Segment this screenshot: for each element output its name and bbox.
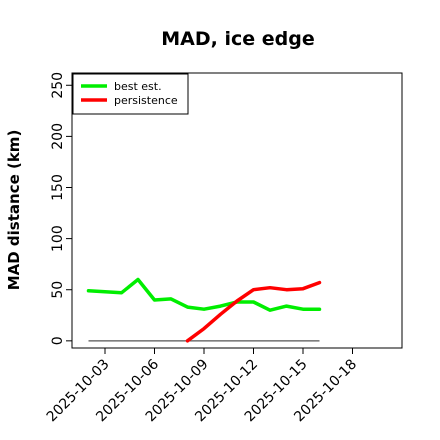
y-tick-label: 150 [50,174,66,201]
y-axis-label: MAD distance (km) [5,130,23,291]
legend-label: persistence [114,94,178,107]
y-tick-label: 100 [50,225,66,252]
plot-area: 0501001502002502025-10-032025-10-062025-… [44,72,403,425]
y-tick-label: 0 [50,336,66,345]
series-line-best-est [86,277,322,312]
y-tick-label: 50 [50,281,66,299]
chart-title: MAD, ice edge [161,28,314,50]
series-line-persistence [185,280,322,343]
plot-frame [71,72,403,349]
y-tick-label: 250 [50,72,66,99]
legend-label: best est. [114,80,162,93]
legend-box [72,73,189,115]
legend: best est.persistence [72,73,189,115]
y-tick-label: 200 [50,123,66,150]
